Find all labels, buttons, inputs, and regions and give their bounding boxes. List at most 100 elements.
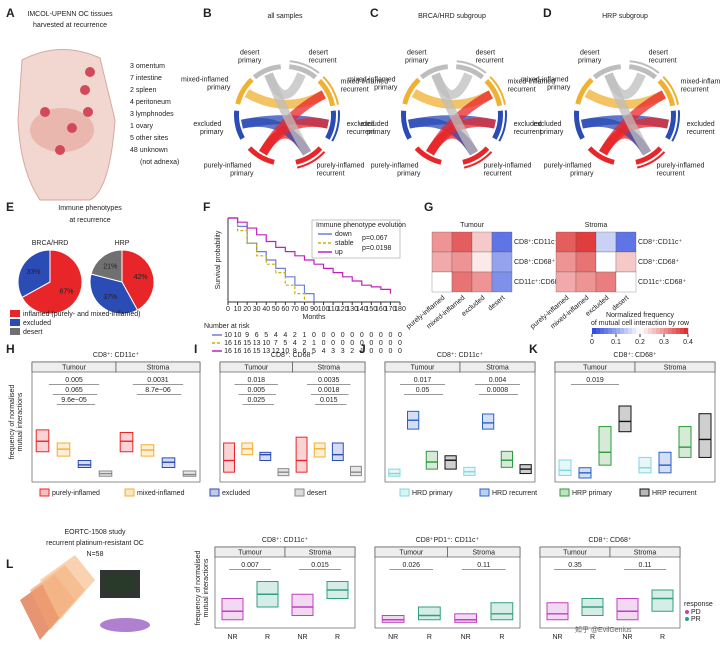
heatmap-title: Stroma: [585, 222, 608, 229]
row-label: CD11c⁺:CD68⁺: [514, 279, 562, 286]
box: [350, 465, 362, 477]
panel-label: F: [203, 200, 210, 214]
colorbar-label: 0.3: [659, 339, 669, 346]
watermark: 知乎 @EvilGenius: [575, 625, 632, 634]
group-label: Stroma: [147, 364, 170, 371]
legend-label: HRP primary: [572, 490, 612, 497]
site-label: (not adnexa): [140, 159, 179, 166]
node-label: excluded primary: [533, 121, 563, 136]
x-tick-label: 70: [291, 306, 299, 313]
y-axis-label: frequency of normalised: [195, 551, 202, 626]
study-text: N=58: [87, 551, 104, 558]
p-value: 0.018: [247, 377, 265, 384]
colorbar-step: [680, 328, 685, 334]
heatmap-cell: [451, 271, 473, 293]
colorbar-step: [672, 328, 677, 334]
panel-title: CD8⁺: CD11c⁺: [93, 352, 139, 359]
legend-swatch: [209, 488, 220, 497]
box: [546, 602, 569, 621]
colorbar-step: [596, 328, 601, 334]
colorbar-step: [660, 328, 665, 334]
p-value: 0.11: [638, 562, 651, 569]
risk-count: 0: [331, 340, 335, 347]
panel-label: E: [6, 200, 14, 214]
risk-count: 4: [293, 340, 297, 347]
risk-count: 0: [398, 340, 402, 347]
group-label: Stroma: [472, 549, 495, 556]
chord-segment: [657, 78, 676, 107]
heatmap-cell: [575, 251, 597, 273]
heatmap-cell: [431, 231, 453, 253]
y-axis-label: Survival probability: [215, 230, 222, 289]
group-label: Tumour: [563, 549, 588, 556]
node-label: excluded recurrent: [514, 121, 544, 136]
x-tick-label: 110: [328, 306, 339, 313]
p-value: 0.35: [568, 562, 582, 569]
legend-box: [311, 219, 401, 259]
study-text: EORTC-1508 study: [65, 529, 126, 536]
colorbar-step: [616, 328, 621, 334]
risk-count: 0: [360, 332, 364, 339]
x-tick-label: 0: [226, 306, 230, 313]
node-label: purely-inflamed recurrent: [317, 162, 367, 177]
risk-count: 0: [388, 340, 392, 347]
legend-label: HRD primary: [412, 490, 453, 497]
chord-outer-ring: [331, 110, 341, 142]
chord-outer-ring: [322, 76, 339, 105]
site-label: 4 peritoneum: [130, 99, 171, 106]
colorbar-step: [632, 328, 637, 334]
group-label: Tumour: [62, 364, 87, 371]
p-value: 0.025: [247, 397, 265, 404]
x-tick-label: NR: [461, 634, 471, 641]
colorbar-step: [624, 328, 629, 334]
heatmap-cell: [555, 251, 577, 273]
legend-label: HRP recurrent: [652, 490, 697, 497]
heatmap-cell: [615, 251, 637, 273]
risk-count: 0: [369, 340, 373, 347]
site-dot: [85, 67, 95, 77]
legend-swatch: [10, 328, 20, 335]
ribbon: [264, 72, 311, 156]
row-label: CD8⁺:CD11c⁺: [638, 239, 683, 246]
node-label: mixed-inflamed primary: [521, 76, 571, 91]
panel-label: L: [6, 557, 13, 571]
group-strip: [447, 546, 521, 558]
p-value: 0.0018: [318, 387, 340, 394]
pie-name: HRP: [115, 240, 130, 247]
site-label: 2 spleen: [130, 87, 157, 94]
heatmap-cell: [471, 251, 493, 273]
risk-count: 1: [312, 340, 316, 347]
node-label: purely-inflamed recurrent: [484, 162, 534, 177]
slice-label: 21%: [103, 264, 117, 271]
panel-label: A: [6, 6, 15, 20]
box: [119, 432, 134, 453]
colorbar-step: [636, 328, 641, 334]
heatmap-cell: [595, 231, 617, 253]
x-tick-label: 80: [301, 306, 309, 313]
colorbar-step: [676, 328, 681, 334]
chord-outer-ring: [296, 151, 326, 169]
risk-count: 16: [243, 348, 251, 355]
x-tick-label: 100: [318, 306, 330, 313]
pie-slice: [17, 249, 51, 299]
panel-label: K: [529, 342, 538, 356]
legend-swatch: [39, 488, 50, 497]
box: [500, 450, 513, 468]
heatmap-title: Tumour: [460, 222, 485, 229]
ribbon: [431, 72, 478, 156]
legend-label: desert: [23, 329, 43, 336]
group-strip: [609, 546, 681, 558]
legend-dot: [685, 610, 689, 614]
legend-label: stable: [335, 240, 354, 247]
box: [638, 456, 652, 474]
heatmap-cell: [575, 231, 597, 253]
colorbar-label: 0.1: [611, 339, 621, 346]
heatmap-cell: [595, 251, 617, 273]
site-label: 5 other sites: [130, 135, 169, 142]
column-label: desert: [611, 295, 630, 313]
heatmap-cell: [615, 271, 637, 293]
risk-count: 5: [312, 348, 316, 355]
group-label: Stroma: [486, 364, 509, 371]
chord-segment: [587, 146, 615, 165]
legend-label: excluded: [23, 320, 51, 327]
